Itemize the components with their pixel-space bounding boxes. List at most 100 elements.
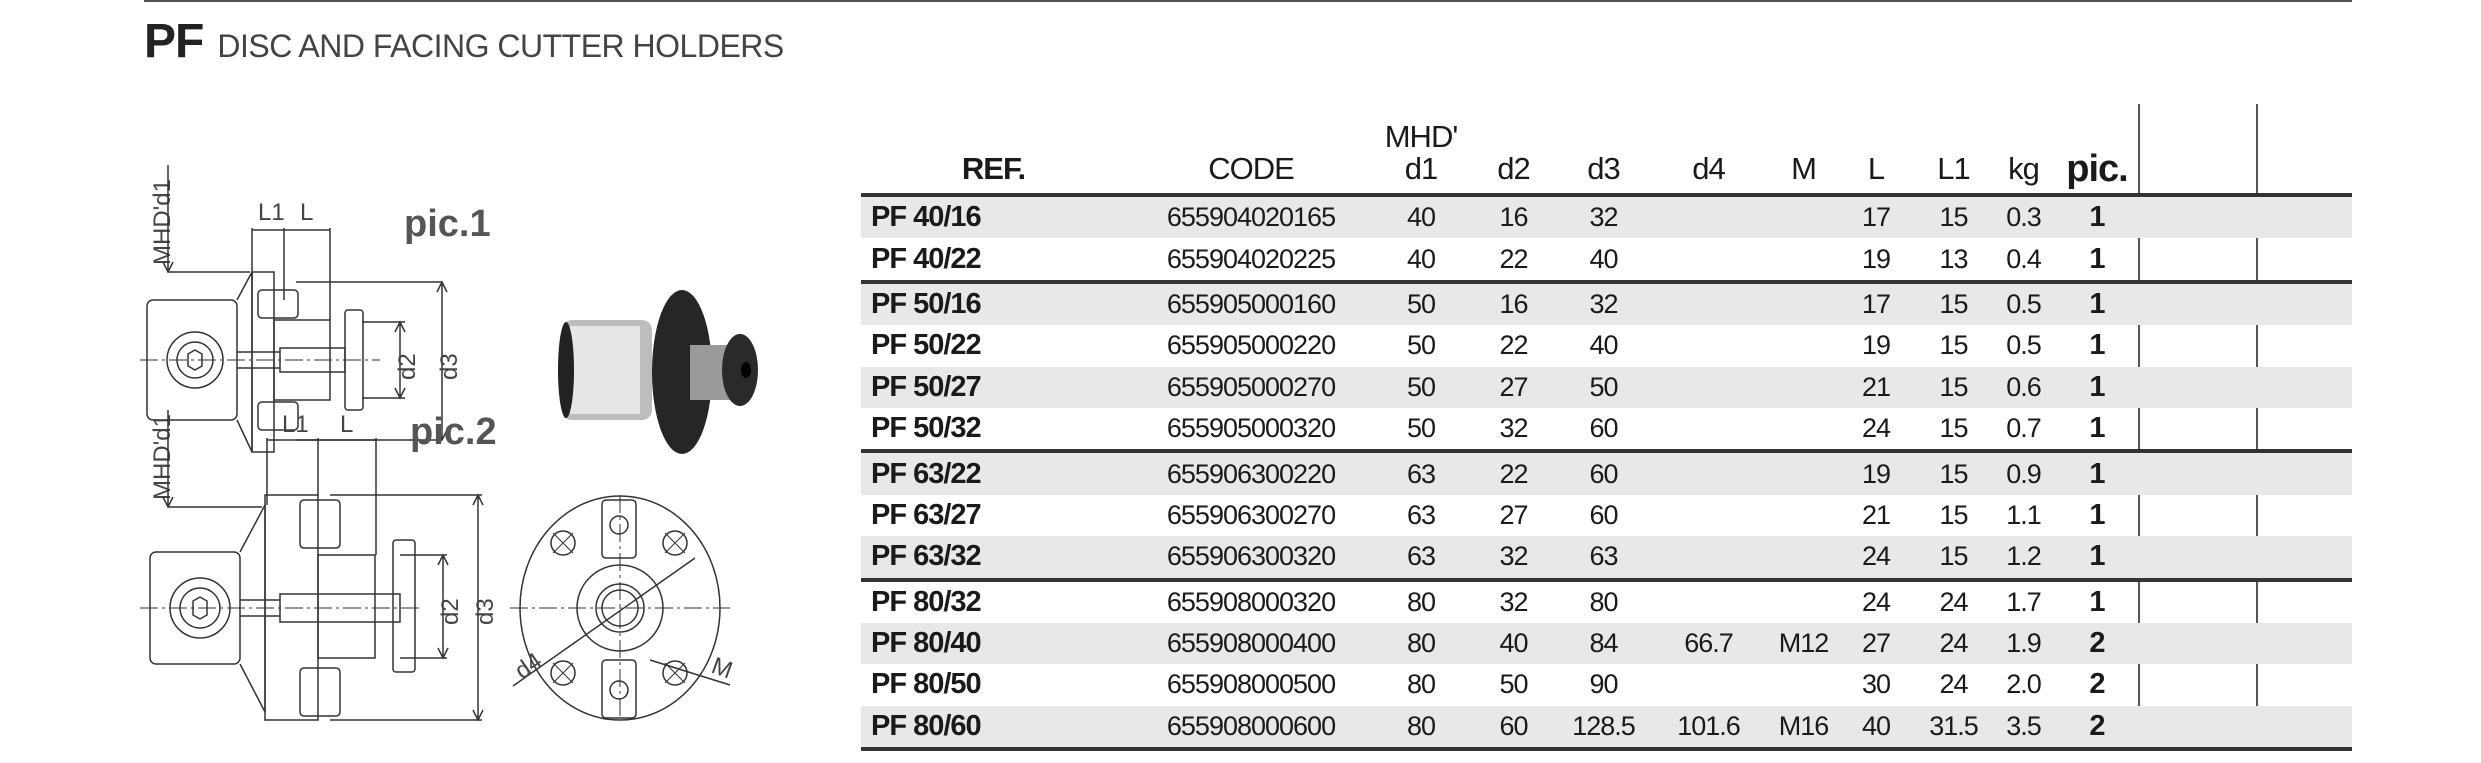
- cell-empty: [2138, 325, 2256, 366]
- cell-d3: 84: [1561, 622, 1646, 665]
- pic2-d4-label: d4: [510, 647, 547, 684]
- cell-ref: PF 63/22: [861, 449, 1126, 495]
- product-table: REF. CODE MHD' d1 d2 d3 d4 M L L1 kg pic.…: [861, 109, 2352, 752]
- cell-d2: 22: [1499, 330, 1528, 361]
- product-code: PF: [144, 15, 204, 68]
- cell-d1: 50: [1406, 413, 1436, 444]
- cell-l: 17: [1836, 279, 1916, 326]
- cell-pic: 2: [2056, 705, 2138, 752]
- col-ref: REF.: [861, 109, 1126, 197]
- cell-d3: 128.5: [1561, 705, 1646, 752]
- cell-kg: 3.5: [1991, 705, 2056, 752]
- cell-m: [1771, 495, 1836, 536]
- cell-d4: [1646, 536, 1771, 580]
- table-row: PF 80/50 655908000500 80 50 90 30 24 2.0 2: [861, 664, 2352, 705]
- cell-ref: PF 80/32: [861, 577, 1126, 623]
- cell-empty: [2256, 279, 2352, 326]
- cell-l1: 15: [1939, 413, 1968, 444]
- col-code: CODE: [1126, 109, 1376, 197]
- col-pic: pic.: [2056, 109, 2138, 197]
- cell-empty: [2256, 238, 2352, 281]
- column-divider: [2138, 104, 2140, 726]
- cell-ref: PF 80/60: [861, 705, 1126, 752]
- cell-d1: 80: [1376, 577, 1466, 623]
- cell-code: 655905000160: [1126, 279, 1376, 326]
- cell-empty: [2256, 366, 2352, 408]
- pic1-d3-label: d3: [436, 353, 463, 380]
- cell-l: 24: [1836, 577, 1916, 623]
- cell-d2: 22: [1466, 449, 1561, 495]
- product-photo: [558, 290, 758, 454]
- pic1-mhd-label: MHD'd1: [149, 179, 176, 265]
- col-empty-1: [2138, 109, 2256, 197]
- column-divider: [2256, 104, 2258, 726]
- cell-kg: 2.0: [2006, 669, 2042, 700]
- cell-pic: 1: [2056, 279, 2138, 326]
- cell-m: [1771, 366, 1836, 408]
- cell-d4: [1646, 664, 1771, 705]
- table-row: PF 63/27 655906300270 63 27 60 21 15 1.1 1: [861, 495, 2352, 536]
- cell-ref: PF 50/32: [871, 412, 982, 445]
- cell-kg: 1.9: [1991, 622, 2056, 665]
- table-row: PF 50/27 655905000270 50 27 50 21 15 0.6 1: [861, 366, 2352, 408]
- cell-code: 655908000500: [1166, 669, 1336, 700]
- cell-ref: PF 80/40: [861, 622, 1126, 665]
- cell-d2: 50: [1499, 669, 1528, 700]
- cell-empty: [2256, 449, 2352, 495]
- cell-empty: [2138, 366, 2256, 408]
- cell-code: 655908000400: [1126, 622, 1376, 665]
- cell-d1: 50: [1376, 366, 1466, 408]
- cell-d3: 60: [1589, 413, 1618, 444]
- cell-ref: PF 80/50: [871, 668, 982, 701]
- cell-empty: [2138, 195, 2256, 239]
- cell-d3: 80: [1561, 577, 1646, 623]
- cell-pic: 1: [2056, 195, 2138, 239]
- cell-code: 655906300320: [1126, 536, 1376, 580]
- cell-empty: [2256, 622, 2352, 665]
- cell-d1: 80: [1376, 622, 1466, 665]
- cell-empty: [2138, 622, 2256, 665]
- cell-empty: [2256, 664, 2352, 705]
- cell-l1: 15: [1916, 366, 1991, 408]
- table-row: PF 63/32 655906300320 63 32 63 24 15 1.2 1: [861, 536, 2352, 580]
- cell-l1: 24: [1916, 622, 1991, 665]
- cell-d1: 63: [1376, 449, 1466, 495]
- pic1-side-view: MHD'd1 L1 L pic.1 d2 d3: [140, 165, 491, 453]
- cell-m: [1771, 325, 1836, 366]
- cell-l1: 15: [1916, 279, 1991, 326]
- cell-d1: 50: [1406, 330, 1436, 361]
- cell-pic: 1: [2056, 536, 2138, 580]
- cell-kg: 0.4: [2006, 243, 2042, 274]
- col-mhd-line1: MHD': [1384, 119, 1459, 154]
- cell-l: 17: [1836, 195, 1916, 239]
- cell-d1: 63: [1406, 499, 1436, 530]
- pic2-l1-label: L1: [282, 411, 309, 438]
- pic2-label: pic.2: [410, 411, 497, 453]
- top-rule: [144, 0, 2352, 2]
- cell-l1: 31.5: [1916, 705, 1991, 752]
- cell-d2: 16: [1466, 279, 1561, 326]
- table-row: PF 80/60 655908000600 80 60 128.5 101.6 M16 40 3…: [861, 705, 2352, 752]
- cell-kg: 1.1: [2006, 499, 2042, 530]
- technical-drawings: MHD'd1 L1 L pic.1 d2 d3 MHD'd1 L1: [140, 165, 758, 722]
- cell-pic: 1: [2056, 366, 2138, 408]
- cell-d4: [1646, 449, 1771, 495]
- cell-d4: [1646, 408, 1771, 451]
- pic1-d2-label: d2: [394, 353, 421, 380]
- cell-d4: [1646, 195, 1771, 239]
- cell-l: 24: [1861, 413, 1891, 444]
- cell-empty: [2256, 577, 2352, 623]
- cell-d3: 50: [1561, 366, 1646, 408]
- cell-d3: 63: [1561, 536, 1646, 580]
- pic2-d3-label: d3: [472, 598, 499, 625]
- cell-l1: 24: [1916, 577, 1991, 623]
- cell-d2: 27: [1499, 499, 1528, 530]
- cell-empty: [2138, 238, 2256, 281]
- cell-l: 24: [1836, 536, 1916, 580]
- cell-code: 655904020165: [1126, 195, 1376, 239]
- cell-d3: 90: [1589, 669, 1618, 700]
- pic2-front-view: d4 M: [510, 495, 736, 721]
- cell-pic: 2: [2089, 668, 2105, 701]
- cell-code: 655908000320: [1126, 577, 1376, 623]
- col-d3: d3: [1561, 109, 1646, 197]
